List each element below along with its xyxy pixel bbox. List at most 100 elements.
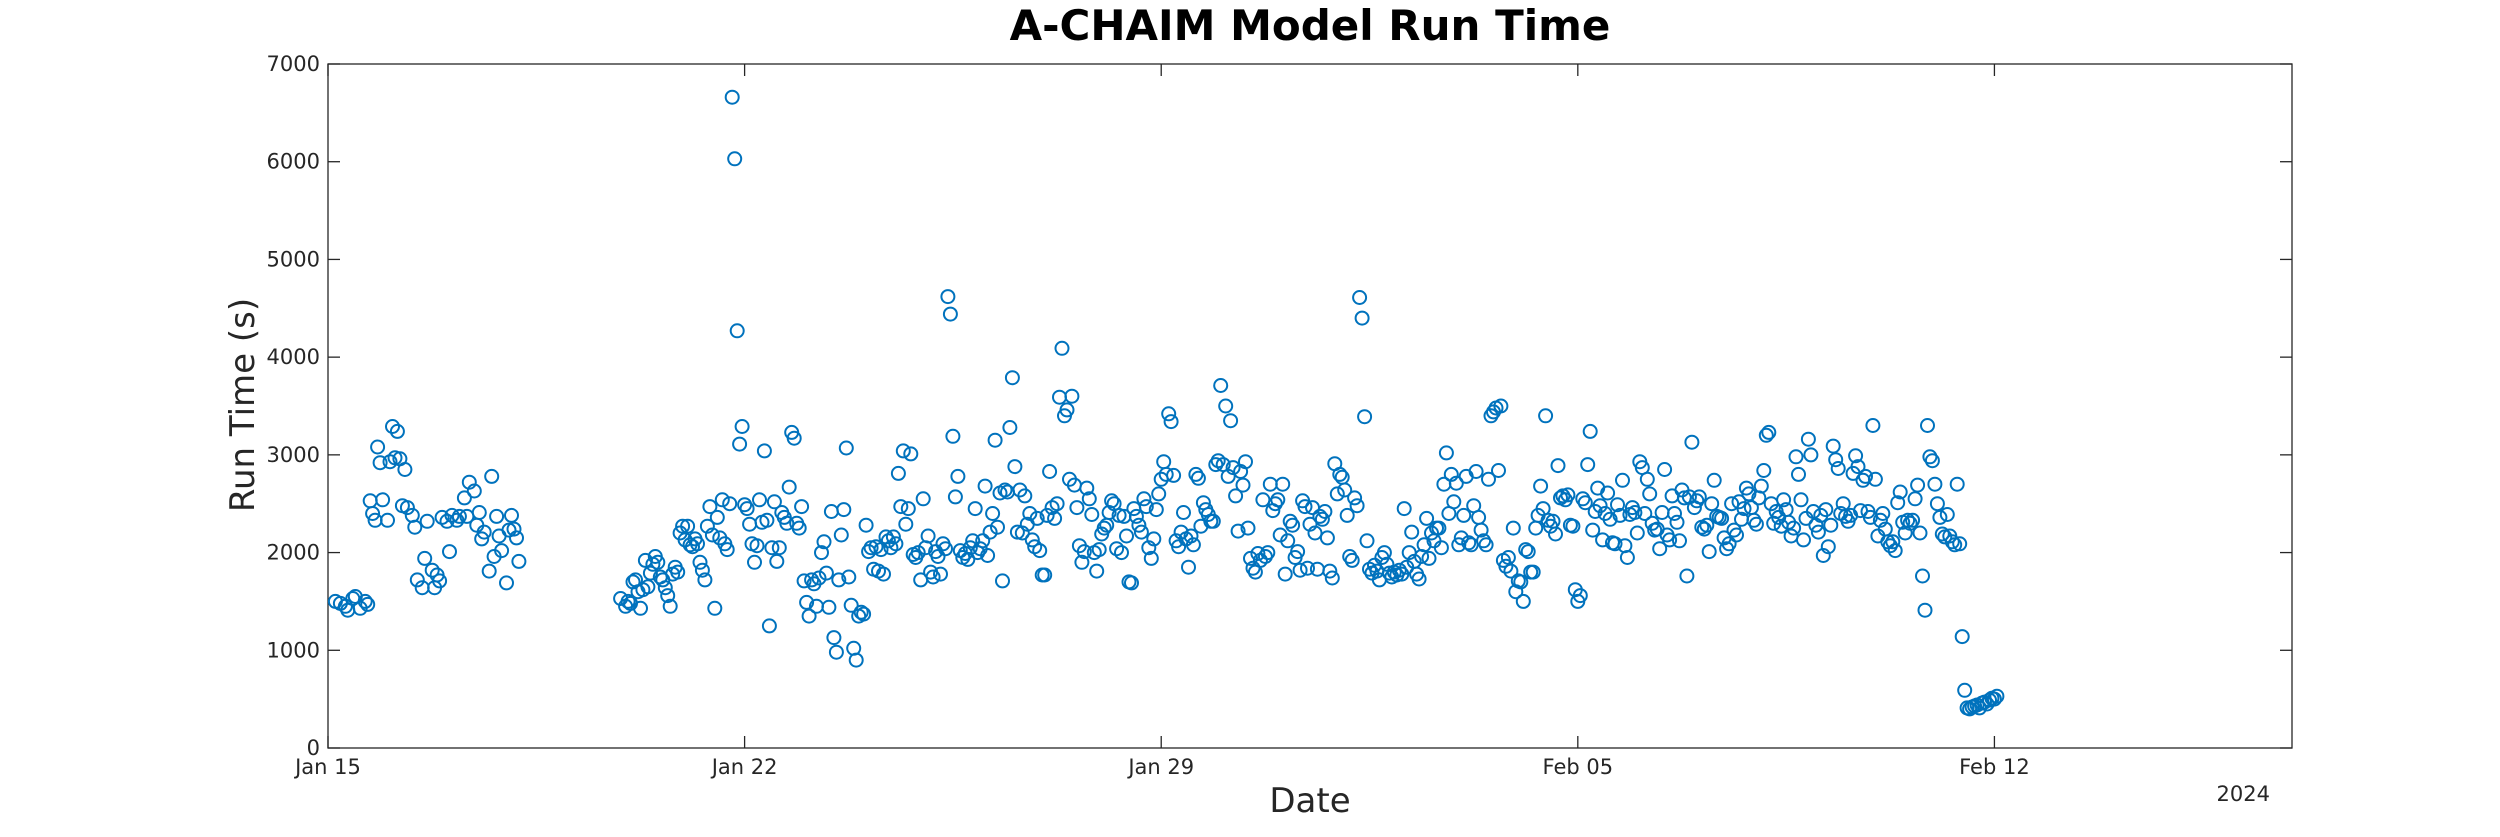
- data-point: [442, 544, 457, 560]
- data-point: [1091, 542, 1107, 558]
- data-point: [1538, 408, 1554, 424]
- data-point: [1850, 459, 1866, 475]
- data-point: [1151, 486, 1167, 502]
- data-point: [1029, 510, 1045, 526]
- data-point: [1337, 482, 1353, 498]
- data-point: [499, 575, 514, 591]
- data-point: [739, 501, 755, 517]
- y-tick-label: 6000: [267, 150, 320, 174]
- data-point: [799, 594, 815, 610]
- y-axis-title: Run Time (s): [223, 298, 263, 512]
- data-point: [1213, 378, 1229, 393]
- data-point: [947, 489, 963, 505]
- data-point: [1520, 544, 1536, 560]
- data-point: [1714, 510, 1730, 526]
- data-point: [1481, 471, 1496, 487]
- data-point: [1424, 525, 1439, 541]
- data-point: [1791, 466, 1806, 482]
- y-tick-label: 5000: [267, 247, 320, 271]
- data-point: [1319, 530, 1335, 546]
- data-point: [858, 517, 874, 533]
- data-point: [494, 543, 510, 559]
- data-point: [769, 553, 785, 569]
- data-point: [1887, 543, 1903, 559]
- data-point: [724, 89, 740, 105]
- data-point: [1022, 506, 1038, 521]
- data-point: [1322, 563, 1338, 579]
- data-point: [727, 151, 743, 167]
- data-point: [1932, 509, 1948, 525]
- data-point: [1290, 544, 1306, 560]
- data-point: [675, 518, 691, 534]
- data-point: [1352, 290, 1368, 305]
- data-point: [1592, 498, 1608, 514]
- data-point: [719, 542, 735, 558]
- data-point: [1280, 533, 1296, 549]
- data-point: [841, 569, 857, 585]
- data-point: [1238, 454, 1253, 470]
- data-point: [476, 524, 492, 540]
- data-point: [1230, 523, 1246, 539]
- data-point: [1347, 490, 1363, 506]
- data-point: [461, 474, 477, 490]
- data-point: [1934, 526, 1950, 542]
- data-point: [1748, 516, 1764, 532]
- data-point: [920, 528, 936, 544]
- x-tick-label: Jan 29: [1126, 755, 1194, 779]
- data-point: [1525, 564, 1541, 580]
- data-point: [1915, 568, 1930, 584]
- data-point: [1478, 537, 1494, 553]
- data-point: [1069, 500, 1085, 516]
- data-point: [471, 505, 487, 520]
- axis-ticks: 0 1000 2000 3000 4000 5000 6000 7000 Jan 15 Jan 2…: [267, 52, 2292, 779]
- data-point: [372, 455, 388, 471]
- data-point: [1867, 471, 1883, 487]
- data-point: [670, 564, 686, 580]
- data-point: [1176, 505, 1191, 520]
- data-point: [781, 479, 797, 495]
- data-point: [481, 563, 497, 579]
- data-point: [1049, 496, 1065, 512]
- data-point: [1128, 508, 1144, 524]
- data-point: [1629, 525, 1645, 541]
- data-point: [1114, 545, 1129, 561]
- data-point: [1042, 464, 1058, 479]
- data-point: [1652, 541, 1668, 557]
- data-point: [1453, 530, 1469, 546]
- data-point: [389, 423, 405, 439]
- x-tick-label: Feb 05: [1543, 755, 1614, 779]
- data-point: [1637, 506, 1653, 521]
- data-point: [930, 549, 946, 564]
- data-point: [360, 596, 376, 612]
- x-tick-label: Feb 12: [1959, 755, 2030, 779]
- data-point: [1518, 542, 1534, 558]
- data-point: [1927, 476, 1943, 492]
- data-point: [474, 531, 490, 547]
- data-point: [694, 562, 710, 578]
- data-point: [1039, 507, 1055, 523]
- y-tick-label: 0: [307, 736, 320, 760]
- y-tick-label: 3000: [267, 443, 320, 467]
- data-point: [620, 593, 636, 609]
- data-point: [1657, 462, 1673, 477]
- data-point: [1443, 466, 1459, 482]
- y-tick-label: 7000: [267, 52, 320, 76]
- data-point: [1133, 524, 1149, 540]
- data-point: [1724, 496, 1740, 512]
- data-point: [1084, 507, 1100, 522]
- data-point: [1124, 575, 1139, 591]
- data-point: [660, 588, 676, 604]
- x-axis-year-label: 2024: [2217, 782, 2270, 806]
- data-point: [1910, 477, 1926, 493]
- data-point: [1064, 388, 1080, 404]
- data-point: [399, 500, 415, 516]
- data-point: [1786, 520, 1802, 536]
- data-point: [1218, 398, 1234, 414]
- data-point: [1885, 534, 1901, 550]
- data-point: [409, 572, 425, 588]
- data-point: [1302, 516, 1318, 532]
- y-tick-label: 1000: [267, 638, 320, 662]
- data-point: [1505, 520, 1521, 536]
- data-point: [1171, 539, 1187, 555]
